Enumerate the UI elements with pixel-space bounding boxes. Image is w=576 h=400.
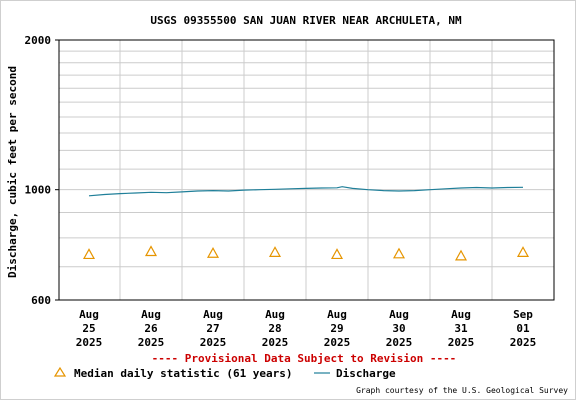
median-marker [144,245,158,257]
x-tick-label: 2025 [386,336,413,349]
legend-triangle-icon [53,366,67,377]
median-marker [82,248,96,260]
plot-border [58,39,555,301]
x-tick-label: 25 [82,322,95,335]
y-tick-label: 1000 [25,184,52,197]
x-tick-label: Sep [513,308,533,321]
x-tick-label: 2025 [262,336,289,349]
x-tick-label: Aug [327,308,347,321]
x-tick-label: 28 [268,322,281,335]
legend-discharge-label: Discharge [336,367,396,380]
median-marker [206,247,220,258]
y-axis-label: Discharge, cubic feet per second [6,66,19,278]
x-tick-label: 27 [206,322,219,335]
x-tick-label: Aug [451,308,471,321]
series-layer [82,186,530,261]
legend-median-label: Median daily statistic (61 years) [74,367,293,380]
x-tick-label: Aug [389,308,409,321]
x-tick-label: Aug [141,308,161,321]
x-axis-ticks: Aug252025Aug262025Aug272025Aug282025Aug2… [76,308,537,349]
median-marker [516,246,530,257]
y-tick-label: 600 [31,294,51,307]
median-marker [454,249,468,261]
y-tick-label: 2000 [25,34,52,47]
x-tick-label: Aug [79,308,99,321]
x-tick-label: 29 [330,322,343,335]
x-tick-label: 2025 [448,336,475,349]
chart-title: USGS 09355500 SAN JUAN RIVER NEAR ARCHUL… [150,14,462,27]
x-tick-label: 30 [392,322,405,335]
x-tick-label: 2025 [324,336,351,349]
x-tick-label: 2025 [76,336,103,349]
x-tick-label: 2025 [200,336,227,349]
x-tick-label: Aug [203,308,223,321]
graph-credit: Graph courtesy of the U.S. Geological Su… [356,386,568,395]
x-tick-label: 26 [144,322,158,335]
median-marker [330,248,344,260]
median-marker [392,247,406,259]
x-tick-label: 2025 [138,336,165,349]
x-tick-label: 31 [454,322,468,335]
discharge-line [88,186,524,197]
provisional-notice: ---- Provisional Data Subject to Revisio… [152,352,457,365]
median-marker [268,246,282,257]
x-tick-label: 01 [516,322,530,335]
x-tick-label: Aug [265,308,285,321]
x-tick-label: 2025 [510,336,537,349]
chart-legend: Median daily statistic (61 years) Discha… [53,366,396,380]
y-axis-ticks: 2000 1000 600 [25,34,59,307]
